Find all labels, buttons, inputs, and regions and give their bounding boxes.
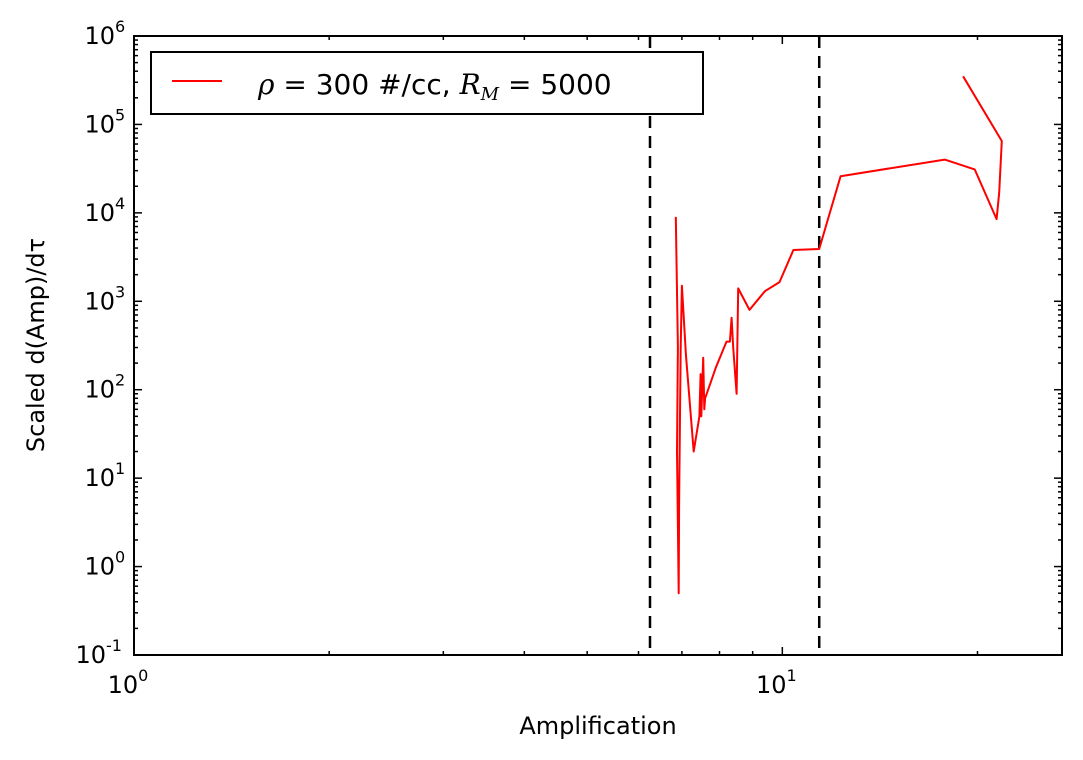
y-tick-label: 10 [84,199,115,227]
legend-box [150,51,704,115]
y-tick-label: 10 [84,287,115,315]
series-line-1 [674,75,1003,595]
y-tick-label-exponent: 1 [115,459,125,478]
plot-frame [133,35,1063,656]
y-tick-label-exponent: 3 [115,282,125,301]
reference-lines [648,36,821,655]
y-tick-label-exponent: 4 [115,194,125,213]
y-tick-label: 10 [84,553,115,581]
x-tick-label-base: 10 [108,671,139,699]
y-tick-label: 10 [84,110,115,138]
y-tick-label: 10 [84,22,115,50]
legend-density: 300 #/cc, [316,68,460,101]
ticks-layer [133,35,1062,656]
x-axis-label: Amplification [519,712,676,740]
y-tick-label-exponent: 0 [115,548,125,567]
y-tick-label: 10 [84,376,115,404]
y-tick-label-exponent: -1 [106,636,122,655]
legend-rho: ρ [257,68,275,101]
y-axis-label: Scaled d(Amp)/dτ [22,238,50,452]
y-tick-label-exponent: 5 [115,105,125,124]
x-tick-label-exponent: 0 [138,666,148,685]
x-tick-label-base: 10 [756,671,787,699]
legend-rm-sub: M [480,84,500,105]
legend-equals: = [274,68,315,101]
x-tick-label-exponent: 1 [787,666,797,685]
x-tick-label: 100 [108,666,149,699]
legend-rm-base: R [459,68,481,101]
y-tick-label: 10 [84,464,115,492]
legend: ρ = 300 #/cc, RM = 5000 [150,51,704,115]
series-layer [674,75,1003,595]
y-tick-label-exponent: 2 [115,371,125,390]
y-tick-label-exponent: 6 [115,17,125,36]
y-tick-label: 10 [75,641,106,669]
legend-rm-value: = 5000 [499,68,612,101]
x-tick-label: 101 [756,666,797,699]
legend-label: ρ = 300 #/cc, RM = 5000 [257,68,612,105]
